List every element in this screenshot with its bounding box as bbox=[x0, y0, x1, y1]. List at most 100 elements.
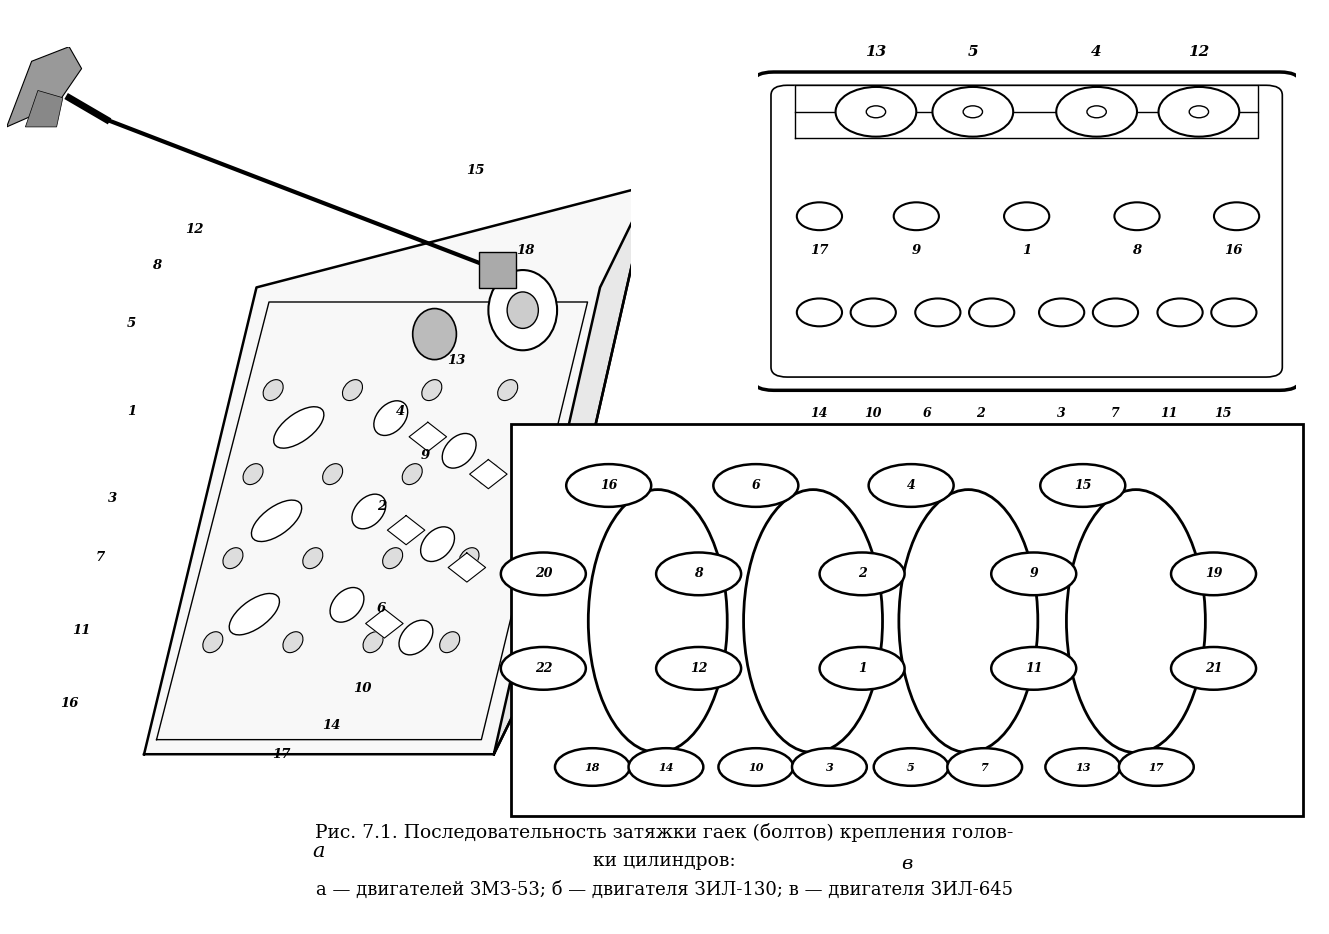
Ellipse shape bbox=[948, 748, 1022, 785]
Circle shape bbox=[1159, 87, 1239, 136]
Text: 17: 17 bbox=[811, 245, 829, 258]
Text: ки цилиндров:: ки цилиндров: bbox=[593, 853, 736, 870]
Text: 13: 13 bbox=[1075, 761, 1091, 772]
Polygon shape bbox=[409, 422, 447, 451]
Text: 12: 12 bbox=[690, 662, 707, 675]
Text: 14: 14 bbox=[658, 761, 674, 772]
Text: 3: 3 bbox=[1058, 407, 1066, 420]
Circle shape bbox=[916, 299, 961, 326]
Ellipse shape bbox=[1046, 748, 1120, 785]
Ellipse shape bbox=[403, 463, 423, 485]
Polygon shape bbox=[469, 460, 508, 488]
Ellipse shape bbox=[1119, 748, 1193, 785]
Text: 2: 2 bbox=[377, 500, 385, 513]
Text: 5: 5 bbox=[128, 318, 136, 331]
Text: в: в bbox=[901, 856, 913, 873]
Ellipse shape bbox=[251, 500, 302, 542]
Ellipse shape bbox=[203, 631, 223, 653]
Ellipse shape bbox=[719, 748, 793, 785]
Text: 15: 15 bbox=[1215, 407, 1232, 420]
Circle shape bbox=[867, 106, 885, 118]
Circle shape bbox=[508, 292, 538, 329]
Ellipse shape bbox=[1171, 553, 1256, 595]
Ellipse shape bbox=[869, 464, 954, 507]
Ellipse shape bbox=[478, 463, 498, 485]
Text: 1: 1 bbox=[128, 405, 136, 417]
Circle shape bbox=[1213, 203, 1259, 230]
Text: 7: 7 bbox=[1111, 407, 1120, 420]
Ellipse shape bbox=[399, 620, 433, 655]
Text: 9: 9 bbox=[912, 245, 921, 258]
Ellipse shape bbox=[440, 631, 460, 653]
Circle shape bbox=[964, 106, 982, 118]
Text: 10: 10 bbox=[354, 682, 372, 695]
Ellipse shape bbox=[1171, 647, 1256, 689]
Ellipse shape bbox=[420, 527, 455, 561]
Text: 12: 12 bbox=[185, 222, 203, 235]
Circle shape bbox=[797, 299, 843, 326]
Text: 4: 4 bbox=[906, 479, 916, 492]
Text: 6: 6 bbox=[922, 407, 932, 420]
Ellipse shape bbox=[421, 379, 441, 401]
Polygon shape bbox=[7, 47, 81, 127]
Text: 9: 9 bbox=[1030, 567, 1038, 580]
Circle shape bbox=[851, 299, 896, 326]
Polygon shape bbox=[448, 553, 485, 582]
Text: 11: 11 bbox=[1025, 662, 1042, 675]
Ellipse shape bbox=[459, 547, 478, 569]
Ellipse shape bbox=[343, 379, 363, 401]
Polygon shape bbox=[365, 609, 403, 638]
Text: 9: 9 bbox=[420, 448, 429, 461]
Ellipse shape bbox=[263, 379, 283, 401]
Text: б: б bbox=[1021, 470, 1033, 488]
Circle shape bbox=[1115, 203, 1160, 230]
Polygon shape bbox=[387, 516, 425, 545]
Circle shape bbox=[1092, 299, 1138, 326]
Text: 7: 7 bbox=[96, 551, 105, 564]
Ellipse shape bbox=[274, 406, 324, 448]
Circle shape bbox=[1211, 299, 1256, 326]
Circle shape bbox=[969, 299, 1014, 326]
Ellipse shape bbox=[373, 401, 408, 435]
Circle shape bbox=[1158, 299, 1203, 326]
Ellipse shape bbox=[991, 647, 1076, 689]
Text: 2: 2 bbox=[977, 407, 985, 420]
Ellipse shape bbox=[1041, 464, 1126, 507]
Text: 15: 15 bbox=[466, 164, 484, 177]
Ellipse shape bbox=[629, 748, 703, 785]
Ellipse shape bbox=[820, 647, 905, 689]
Text: 11: 11 bbox=[1160, 407, 1177, 420]
Text: 16: 16 bbox=[60, 697, 78, 710]
Text: 20: 20 bbox=[534, 567, 552, 580]
Circle shape bbox=[413, 308, 456, 360]
Text: 16: 16 bbox=[1224, 245, 1243, 258]
Circle shape bbox=[933, 87, 1013, 136]
Ellipse shape bbox=[352, 494, 385, 529]
Text: 2: 2 bbox=[857, 567, 867, 580]
Text: 10: 10 bbox=[748, 761, 764, 772]
Text: 5: 5 bbox=[968, 45, 978, 59]
Text: 13: 13 bbox=[447, 354, 465, 367]
Polygon shape bbox=[478, 252, 517, 289]
Text: 22: 22 bbox=[534, 662, 552, 675]
Ellipse shape bbox=[383, 547, 403, 569]
Ellipse shape bbox=[820, 553, 905, 595]
Text: 16: 16 bbox=[599, 479, 618, 492]
Polygon shape bbox=[25, 91, 62, 127]
Text: 21: 21 bbox=[1205, 662, 1223, 675]
Ellipse shape bbox=[1066, 489, 1205, 753]
Text: 13: 13 bbox=[865, 45, 886, 59]
Ellipse shape bbox=[657, 647, 742, 689]
Text: 18: 18 bbox=[585, 761, 601, 772]
Ellipse shape bbox=[792, 748, 867, 785]
Circle shape bbox=[488, 270, 557, 350]
Ellipse shape bbox=[323, 463, 343, 485]
Ellipse shape bbox=[566, 464, 651, 507]
Ellipse shape bbox=[363, 631, 383, 653]
Ellipse shape bbox=[443, 433, 476, 468]
Text: 7: 7 bbox=[981, 761, 989, 772]
Circle shape bbox=[1039, 299, 1084, 326]
Circle shape bbox=[1003, 203, 1050, 230]
Ellipse shape bbox=[657, 553, 742, 595]
Ellipse shape bbox=[501, 647, 586, 689]
